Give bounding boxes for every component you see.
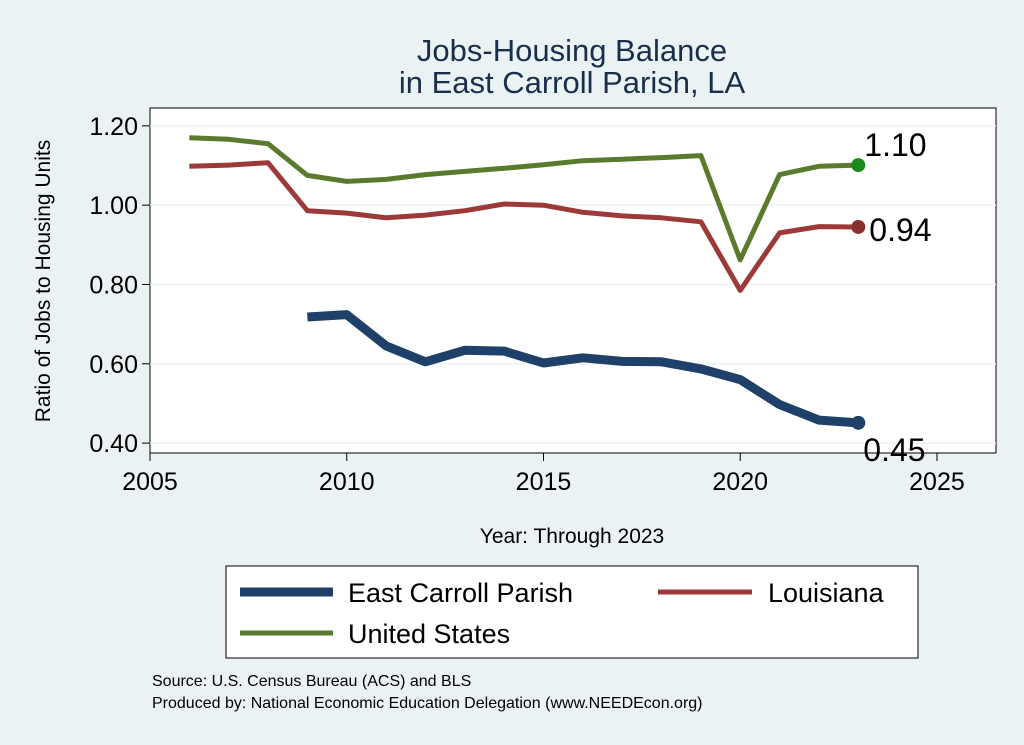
legend-label-east-carroll: East Carroll Parish	[348, 578, 573, 608]
y-tick-label: 1.20	[89, 113, 138, 141]
series-line-louisiana	[189, 160, 859, 293]
x-tick-label: 2025	[909, 468, 965, 496]
y-tick-label: 1.00	[89, 192, 138, 220]
x-tick-label: 2010	[319, 468, 375, 496]
chart-title-line-2: in East Carroll Parish, LA	[399, 65, 746, 100]
end-marker-east-carroll-parish	[851, 415, 866, 430]
series-line-united-states	[189, 135, 859, 263]
end-marker-louisiana	[851, 219, 866, 234]
gridlines	[150, 125, 996, 444]
legend: East Carroll Parish Louisiana United Sta…	[225, 565, 919, 659]
y-tick-label: 0.40	[89, 430, 138, 458]
y-tick-label: 0.60	[89, 351, 138, 379]
series-layer	[189, 135, 866, 430]
legend-label-louisiana: Louisiana	[768, 578, 885, 608]
chart-title-line-1: Jobs-Housing Balance	[417, 33, 727, 68]
x-axis-title: Year: Through 2023	[480, 525, 665, 548]
x-tick-label: 2020	[712, 468, 768, 496]
axes: 0.40 0.60 0.80 1.00 1.20 2005 2010 2015 2020 2025	[89, 113, 964, 496]
end-label-louisiana: 0.94	[869, 212, 931, 248]
series-line-east-carroll-parish	[307, 310, 859, 428]
y-axis-title: Ratio of Jobs to Housing Units	[32, 140, 55, 422]
y-tick-label: 0.80	[89, 271, 138, 299]
legend-label-united-states: United States	[348, 619, 510, 649]
producer-note: Produced by: National Economic Education…	[152, 695, 703, 712]
source-note: Source: U.S. Census Bureau (ACS) and BLS	[152, 673, 471, 690]
end-label-united-states: 1.10	[864, 127, 926, 163]
end-marker-united-states	[851, 158, 866, 173]
end-label-east-carroll-parish: 0.45	[863, 432, 925, 468]
legend-box	[225, 565, 919, 659]
end-labels: 1.10 0.94 0.45	[863, 127, 931, 468]
x-tick-label: 2005	[122, 468, 178, 496]
x-tick-label: 2015	[516, 468, 572, 496]
